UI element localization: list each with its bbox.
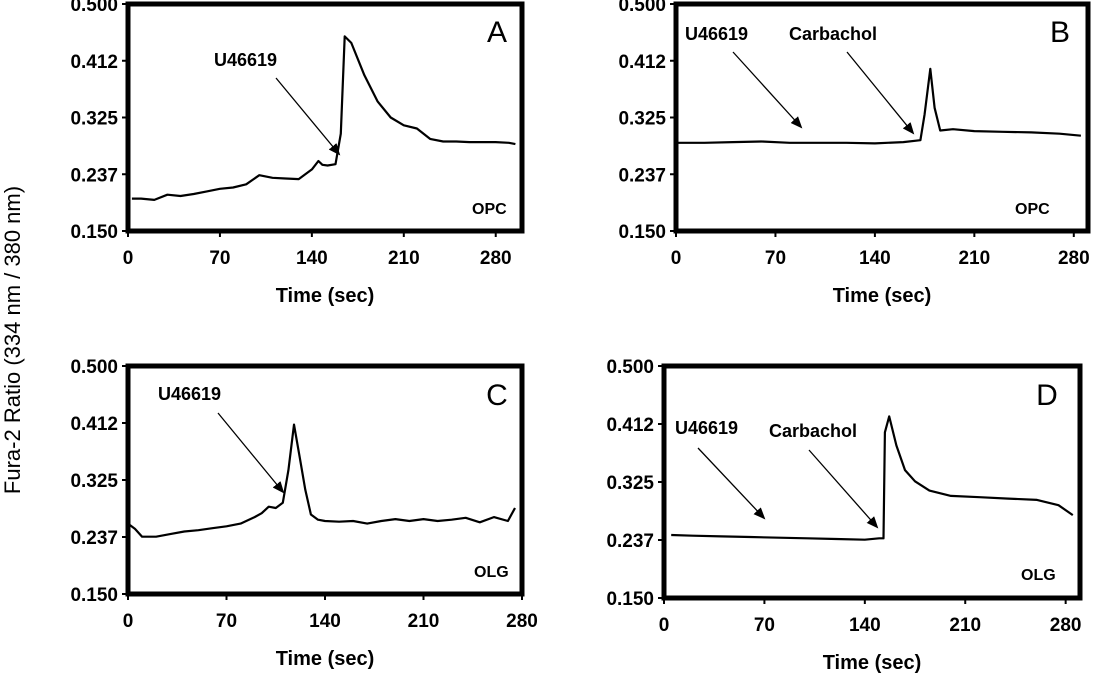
y-tick-label: 0.325 xyxy=(70,109,118,130)
y-tick-label: 0.500 xyxy=(618,0,666,16)
annotation-arrow xyxy=(808,449,879,529)
y-tick-label: 0.325 xyxy=(606,473,654,494)
y-tick-label: 0.500 xyxy=(606,357,654,378)
panel-letter: B xyxy=(1050,16,1070,49)
series-line xyxy=(676,67,1082,145)
y-tick-label: 0.237 xyxy=(606,531,654,552)
x-tick-label: 70 xyxy=(209,248,230,269)
y-tick-label: 0.237 xyxy=(70,165,118,186)
annotation-arrow xyxy=(732,51,803,129)
plot-frame xyxy=(661,363,1083,601)
x-tick-label: 280 xyxy=(480,248,512,269)
y-tick-label: 0.150 xyxy=(70,585,118,606)
y-tick-label: 0.325 xyxy=(618,109,666,130)
x-tick-label: 140 xyxy=(849,615,881,636)
y-tick-label: 0.412 xyxy=(606,415,654,436)
x-tick-label: 70 xyxy=(765,248,786,269)
cell-type-label: OLG xyxy=(474,564,509,581)
annotation-arrow xyxy=(217,412,285,494)
cell-type-label: OLG xyxy=(1021,567,1056,584)
annotation-label: Carbachol xyxy=(769,421,857,441)
y-tick-label: 0.150 xyxy=(70,222,118,243)
x-tick-label: 210 xyxy=(388,248,420,269)
x-tick-label: 210 xyxy=(958,248,990,269)
annotation-arrow xyxy=(697,447,766,520)
y-tick-label: 0.150 xyxy=(606,589,654,610)
x-axis-label: Time (sec) xyxy=(823,652,922,674)
x-tick-label: 280 xyxy=(1050,615,1082,636)
y-tick-label: 0.500 xyxy=(70,0,118,16)
x-tick-label: 140 xyxy=(859,248,891,269)
y-axis-label: Fura-2 Ratio (334 nm / 380 nm) xyxy=(0,186,25,494)
panel-c: 0.150 0.237 0.325 0.412 0.500 0 70 140 210 280 Tim… xyxy=(70,357,537,670)
x-tick-label: 210 xyxy=(949,615,981,636)
annotation-arrow xyxy=(275,77,341,156)
panel-letter: D xyxy=(1036,379,1058,412)
x-axis-label: Time (sec) xyxy=(833,285,932,307)
panel-letter: C xyxy=(486,379,508,412)
series-line xyxy=(127,423,516,538)
x-axis-label: Time (sec) xyxy=(276,648,375,670)
panel-letter: A xyxy=(487,16,507,49)
annotation-label: U46619 xyxy=(214,50,277,70)
y-tick-label: 0.237 xyxy=(70,528,118,549)
x-tick-label: 140 xyxy=(296,248,328,269)
series-line xyxy=(131,35,516,201)
x-tick-label: 70 xyxy=(754,615,775,636)
annotation-label: Carbachol xyxy=(789,24,877,44)
x-tick-label: 280 xyxy=(1058,248,1090,269)
x-tick-label: 210 xyxy=(408,611,440,632)
plot-frame xyxy=(125,1,525,234)
cell-type-label: OPC xyxy=(472,201,507,218)
y-tick-label: 0.325 xyxy=(70,471,118,492)
panel-d: 0.150 0.237 0.325 0.412 0.500 0 70 140 210 280 Tim… xyxy=(606,357,1083,674)
y-tick-label: 0.412 xyxy=(618,52,666,73)
x-tick-label: 0 xyxy=(659,615,670,636)
panel-a: 0.150 0.237 0.325 0.412 0.500 0 70 140 210 280 Tim… xyxy=(70,0,525,307)
cell-type-label: OPC xyxy=(1015,201,1050,218)
y-tick-label: 0.412 xyxy=(70,414,118,435)
x-axis-label: Time (sec) xyxy=(276,285,375,307)
annotation-arrow xyxy=(846,51,915,135)
y-tick-label: 0.150 xyxy=(618,222,666,243)
y-tick-label: 0.500 xyxy=(70,357,118,378)
x-tick-label: 140 xyxy=(309,611,341,632)
x-tick-label: 70 xyxy=(216,611,237,632)
x-tick-label: 0 xyxy=(671,248,682,269)
annotation-label: U46619 xyxy=(685,24,748,44)
x-tick-label: 0 xyxy=(123,611,134,632)
annotation-label: U46619 xyxy=(158,384,221,404)
x-tick-label: 0 xyxy=(123,248,134,269)
y-tick-label: 0.237 xyxy=(618,165,666,186)
x-tick-label: 280 xyxy=(506,611,538,632)
panel-b: 0.150 0.237 0.325 0.412 0.500 0 70 140 210 280 Tim… xyxy=(618,0,1091,307)
annotation-label: U46619 xyxy=(675,418,738,438)
series-line xyxy=(671,415,1074,541)
y-tick-label: 0.412 xyxy=(70,52,118,73)
